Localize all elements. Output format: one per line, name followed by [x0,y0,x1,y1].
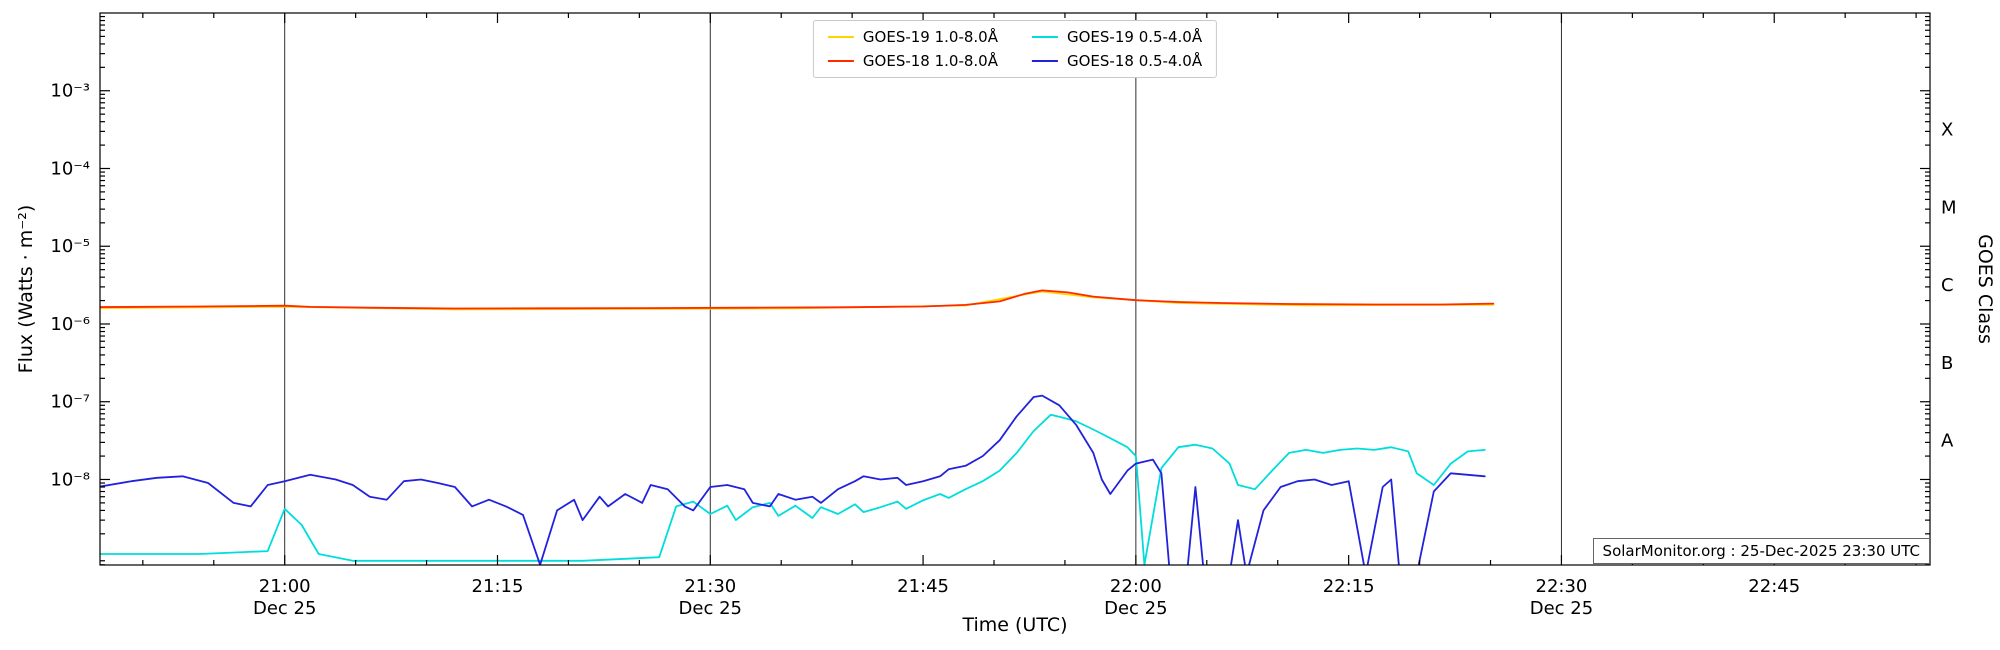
legend-item: GOES-18 0.5-4.0Å [1032,52,1202,70]
legend-label: GOES-18 1.0-8.0Å [862,52,998,70]
y-tick-label: 10⁻⁷ [50,392,90,413]
legend-line-sample [827,36,854,38]
legend-line-sample [827,60,854,62]
watermark-credit: SolarMonitor.org : 25-Dec-2025 23:30 UTC [1592,538,1930,564]
x-axis-label: Time (UTC) [962,614,1068,636]
goes-class-label: B [1941,353,1953,374]
x-tick-label: 21:00 [259,576,311,597]
y-axis-right-label: GOES Class [1974,234,1996,344]
y-tick-label: 10⁻⁸ [50,469,90,490]
x-tick-date: Dec 25 [253,598,316,619]
y-tick-label: 10⁻⁵ [50,236,90,257]
legend-line-sample [1032,60,1058,62]
series-goes-19-0-5-4-0 [100,413,1486,565]
y-axis-label: Flux (Watts · m⁻²) [15,204,37,374]
x-tick-label: 22:30 [1536,576,1588,597]
x-tick-label: 22:45 [1748,576,1800,597]
x-tick-label: 22:15 [1323,576,1375,597]
series-lines [100,289,1495,565]
series-goes-18-1-0-8-0 [100,289,1495,310]
x-tick-date: Dec 25 [1530,598,1593,619]
goes-class-label: C [1941,275,1954,296]
legend-label: GOES-19 1.0-8.0Å [862,28,998,46]
plot-frame [99,12,1931,566]
legend: GOES-19 1.0-8.0Å GOES-18 1.0-8.0Å GOES-19 … [812,20,1218,78]
legend-label: GOES-19 0.5-4.0Å [1067,28,1203,46]
x-tick-date: Dec 25 [1104,598,1167,619]
axis-ticks [100,13,1930,566]
x-tick-label: 21:15 [472,576,524,597]
y-tick-label: 10⁻³ [50,81,90,102]
series-goes-18-0-5-4-0 [100,394,1486,565]
goes-class-label: M [1941,197,1957,218]
x-tick-label: 22:00 [1110,576,1162,597]
y-tick-label: 10⁻⁴ [50,158,90,179]
goes-class-label: X [1941,120,1953,141]
legend-label: GOES-18 0.5-4.0Å [1067,52,1203,70]
legend-item: GOES-19 0.5-4.0Å [1032,28,1202,46]
x-tick-label: 21:45 [897,576,949,597]
x-tick-label: 21:30 [684,576,736,597]
legend-line-sample [1032,36,1058,38]
event-lines [284,13,1562,565]
y-tick-label: 10⁻⁶ [50,314,90,335]
goes-class-label: A [1941,431,1954,452]
x-tick-date: Dec 25 [679,598,742,619]
legend-item: GOES-18 1.0-8.0Å [827,52,998,70]
legend-item: GOES-19 1.0-8.0Å [827,28,998,46]
